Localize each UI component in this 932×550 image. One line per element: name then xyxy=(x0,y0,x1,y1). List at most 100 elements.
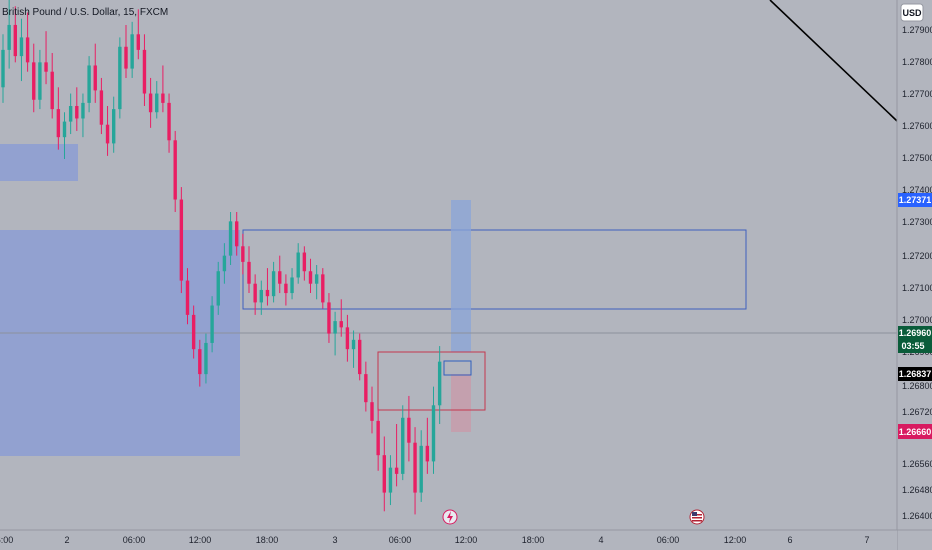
time-tick-label: 2 xyxy=(64,535,69,545)
candle xyxy=(259,280,263,315)
time-tick-label: 4 xyxy=(598,535,603,545)
candle xyxy=(161,65,165,113)
candle xyxy=(431,386,436,474)
candle xyxy=(44,31,48,85)
candle xyxy=(413,427,417,515)
candle xyxy=(32,43,36,113)
lightning-event-icon[interactable] xyxy=(442,509,458,525)
candle xyxy=(271,261,276,303)
candle xyxy=(1,34,5,103)
candle xyxy=(148,77,153,128)
candle xyxy=(222,243,227,284)
candle xyxy=(216,261,220,315)
candle xyxy=(93,43,97,103)
time-tick-label: 06:00 xyxy=(0,535,13,545)
candle xyxy=(25,12,30,72)
currency-button[interactable]: USD xyxy=(900,3,924,22)
candle xyxy=(191,305,196,359)
blue-price-badge: 1.27371 xyxy=(898,193,932,207)
supply-zone-upper-left[interactable] xyxy=(0,144,78,181)
candle xyxy=(68,93,73,135)
candle xyxy=(302,246,307,281)
time-axis[interactable] xyxy=(0,530,897,550)
long-position-target-zone[interactable] xyxy=(451,200,471,352)
candle xyxy=(265,268,270,306)
candle xyxy=(105,106,110,156)
price-tick-label: 1.27100 xyxy=(902,283,932,293)
time-tick-label: 7 xyxy=(864,535,869,545)
candle xyxy=(401,405,405,481)
price-tick-label: 1.27300 xyxy=(902,217,932,227)
candle xyxy=(419,430,423,502)
candle xyxy=(155,81,159,119)
candle xyxy=(99,77,104,135)
candle xyxy=(185,268,190,325)
candle xyxy=(142,34,147,106)
candle xyxy=(284,274,288,306)
time-tick-label: 3 xyxy=(332,535,337,545)
currency-button-label: USD xyxy=(902,8,922,18)
candle xyxy=(394,424,399,487)
us-flag-event-icon[interactable] xyxy=(689,509,705,525)
price-axis[interactable] xyxy=(897,0,932,550)
time-tick-label: 18:00 xyxy=(256,535,279,545)
price-tick-label: 1.27700 xyxy=(902,89,932,99)
candle xyxy=(382,436,386,512)
candle xyxy=(437,346,442,424)
countdown-timer: 03:55 xyxy=(901,341,924,351)
candle xyxy=(358,333,362,381)
price-tick-label: 1.26560 xyxy=(902,459,932,469)
candles-group xyxy=(1,0,442,515)
candle xyxy=(81,93,85,138)
candle xyxy=(50,53,54,119)
candle xyxy=(364,361,368,412)
long-position-stop-zone[interactable] xyxy=(451,374,471,432)
price-tick-label: 1.27800 xyxy=(902,57,932,67)
candle xyxy=(112,96,116,153)
price-tick-label: 1.27400 xyxy=(902,185,932,195)
price-tick-label: 1.26400 xyxy=(902,511,932,521)
price-tick-label: 1.27600 xyxy=(902,121,932,131)
candle xyxy=(333,311,337,356)
current-price-value: 1.26960 xyxy=(899,328,932,338)
candle xyxy=(351,330,356,368)
current-price-badge: 1.26960 03:55 xyxy=(898,326,932,353)
candle xyxy=(204,333,208,384)
position-entry-box[interactable] xyxy=(443,360,472,376)
candle xyxy=(308,258,313,294)
time-tick-label: 18:00 xyxy=(522,535,545,545)
candle xyxy=(327,293,331,343)
candle xyxy=(425,417,430,474)
candle xyxy=(38,49,42,110)
candle xyxy=(62,112,67,159)
pink-outline-box[interactable] xyxy=(377,351,486,411)
time-tick-label: 06:00 xyxy=(657,535,680,545)
candle xyxy=(388,455,393,506)
candle xyxy=(13,6,17,63)
time-axis-labels: 06:00 2 06:00 12:00 18:00 3 06:00 12:00 18:00 4 06… xyxy=(0,535,870,545)
candle xyxy=(247,246,251,294)
candle xyxy=(407,395,411,462)
symbol-title[interactable]: British Pound / U.S. Dollar, 15, FXCM xyxy=(2,7,168,18)
candle xyxy=(241,233,245,275)
candle xyxy=(345,314,350,362)
candle xyxy=(56,87,61,150)
candle xyxy=(290,268,294,300)
black-price-badge: 1.26837 xyxy=(898,367,932,381)
candle xyxy=(339,299,343,337)
candle xyxy=(7,0,11,69)
candle xyxy=(321,268,325,309)
candle xyxy=(210,296,214,353)
candle xyxy=(124,24,128,78)
price-tick-label: 1.26480 xyxy=(902,485,932,495)
blue-price-badge-value: 1.27371 xyxy=(899,195,932,205)
candle xyxy=(235,212,239,256)
demand-zone-left[interactable] xyxy=(0,230,240,456)
candle xyxy=(75,87,79,131)
time-tick-label: 6 xyxy=(787,535,792,545)
trend-line[interactable] xyxy=(769,0,898,122)
candle xyxy=(118,37,122,119)
candle xyxy=(296,243,300,284)
